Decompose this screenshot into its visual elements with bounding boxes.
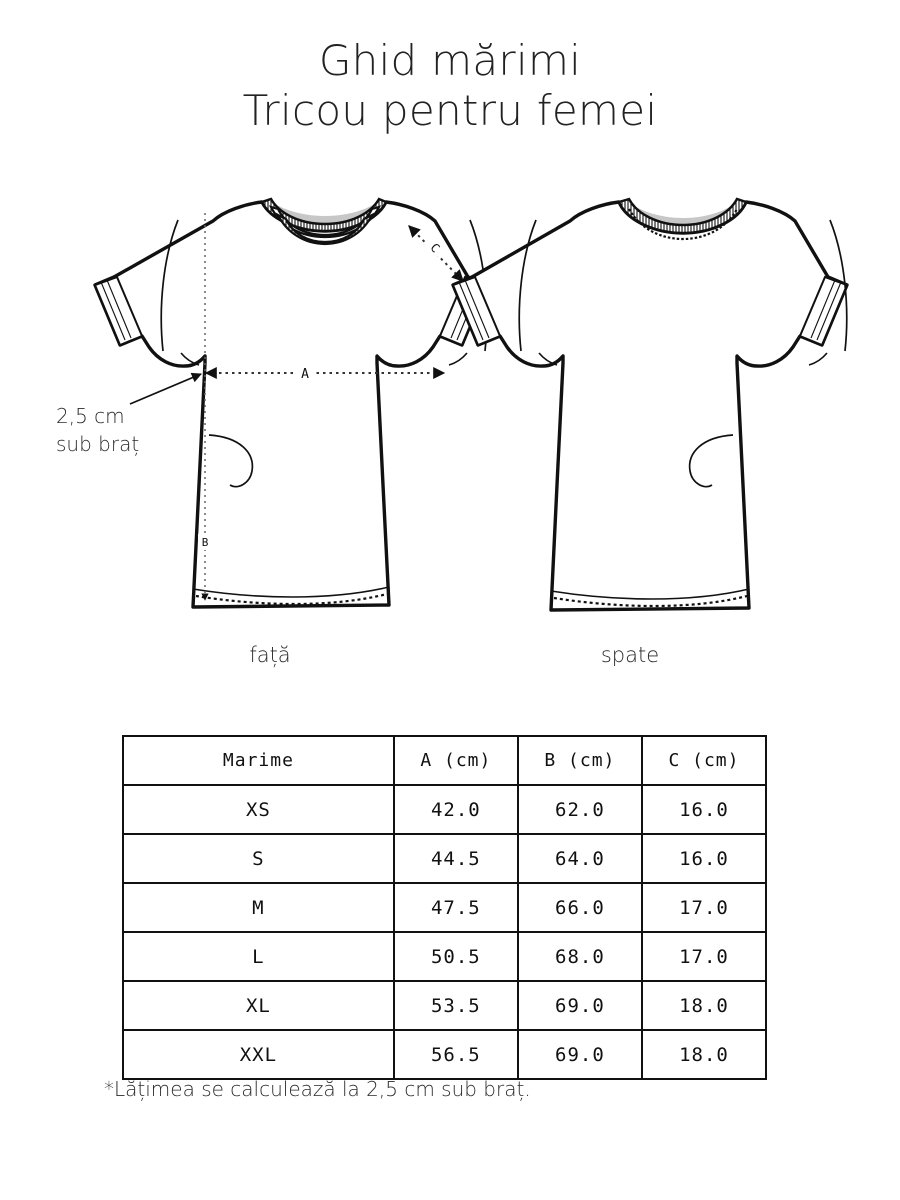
back-right-armhole-seam [829, 219, 848, 352]
front-drape-fold [208, 434, 254, 488]
title-line-1: Ghid mărimi [318, 36, 582, 85]
cell-b: 62.0 [516, 784, 643, 835]
footnote: *Lățimea se calculează la 2,5 cm sub bra… [104, 1077, 531, 1101]
table-row: M 47.5 66.0 17.0 [122, 882, 768, 933]
marker-label-b: B [202, 536, 209, 549]
cell-b: 69.0 [516, 1029, 643, 1080]
cell-a: 50.5 [392, 931, 519, 982]
back-left-sleeve-hem [451, 275, 502, 347]
front-left-armhole-seam [160, 219, 179, 352]
table-row: XL 53.5 69.0 18.0 [122, 980, 768, 1031]
tshirt-back-illustration [451, 197, 849, 612]
cell-a: 47.5 [392, 882, 519, 933]
back-body-outline [451, 200, 849, 612]
caption-front: față [249, 643, 291, 667]
front-hem-line [192, 586, 390, 598]
back-right-sleeve-hem [798, 275, 849, 347]
front-neckline-opening [268, 205, 382, 239]
cell-c: 18.0 [640, 980, 768, 1031]
callout-line-1: 2,5 cm [56, 404, 125, 428]
back-left-armhole-seam [518, 219, 537, 352]
back-drape-fold [688, 434, 734, 488]
front-body-outline [93, 200, 489, 609]
table-header-row: Marime A (cm) B (cm) C (cm) [122, 735, 768, 786]
cell-a: 42.0 [392, 784, 519, 835]
cell-c: 18.0 [640, 1029, 768, 1080]
cell-b: 66.0 [516, 882, 643, 933]
table-row: L 50.5 68.0 17.0 [122, 931, 768, 982]
table-row: XS 42.0 62.0 16.0 [122, 784, 768, 835]
back-hem-line [550, 588, 750, 600]
front-hem-stitch [195, 592, 388, 606]
back-neck-stitch [628, 208, 738, 241]
table-row: XXL 56.5 69.0 18.0 [122, 1029, 768, 1080]
cell-a: 56.5 [392, 1029, 519, 1080]
cell-size: L [122, 931, 395, 982]
cell-size: XS [122, 784, 395, 835]
cell-c: 17.0 [640, 931, 768, 982]
front-left-sleeve-hem [93, 275, 144, 347]
page-title: Ghid mărimi Tricou pentru femei [0, 36, 900, 136]
cell-b: 69.0 [516, 980, 643, 1031]
cell-size: S [122, 833, 395, 884]
callout-leader-line [129, 372, 202, 405]
size-table: Marime A (cm) B (cm) C (cm) XS 42.0 62.0… [122, 735, 768, 1080]
header-a: A (cm) [392, 735, 519, 786]
back-collar-ribbing [617, 197, 748, 235]
caption-back: spate [600, 643, 660, 667]
cell-size: XXL [122, 1029, 395, 1080]
tshirt-diagram: A B C [0, 185, 900, 685]
cell-c: 16.0 [640, 784, 768, 835]
cell-a: 44.5 [392, 833, 519, 884]
header-size: Marime [122, 735, 395, 786]
header-b: B (cm) [516, 735, 643, 786]
title-line-2: Tricou pentru femei [242, 86, 658, 135]
cell-c: 16.0 [640, 833, 768, 884]
front-collar-ribbing-outer [260, 197, 388, 233]
tshirt-front-illustration [93, 197, 489, 609]
underarm-callout: 2,5 cm sub braț [56, 402, 139, 458]
marker-label-a: A [301, 367, 309, 382]
cell-b: 68.0 [516, 931, 643, 982]
front-measurement-guides: A B C [129, 213, 464, 601]
cell-b: 64.0 [516, 833, 643, 884]
cell-a: 53.5 [392, 980, 519, 1031]
cell-size: XL [122, 980, 395, 1031]
callout-line-2: sub braț [56, 432, 140, 456]
cell-c: 17.0 [640, 882, 768, 933]
cell-size: M [122, 882, 395, 933]
front-collar-ribbing-inner [275, 212, 375, 246]
table-row: S 44.5 64.0 16.0 [122, 833, 768, 884]
header-c: C (cm) [640, 735, 768, 786]
